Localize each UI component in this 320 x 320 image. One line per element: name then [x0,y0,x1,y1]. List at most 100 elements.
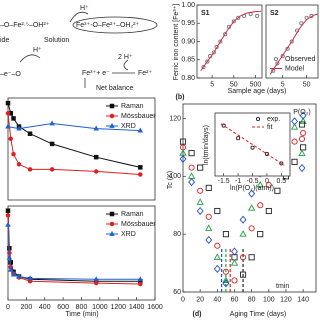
marker [222,268,229,275]
marker [264,151,269,156]
x-tick-label: 5 [281,81,285,88]
label: 2 H⁺ [118,54,133,61]
legend-label: Raman [121,211,144,218]
marker [16,273,22,279]
marker [222,279,230,288]
x-tick-label: 140 [297,296,309,303]
label: –e⁻–O [0,71,21,78]
legend-label: Mössbauer [121,221,156,228]
marker [93,169,99,174]
marker [93,280,99,286]
marker [240,254,247,261]
x-tick-label: 0.5 [276,178,286,185]
series-line [200,10,262,71]
marker [5,213,11,218]
marker [196,206,204,216]
marker [248,254,255,261]
x-axis-label: Time (min) [65,311,98,318]
marker [138,165,143,170]
marker [291,158,298,165]
marker [291,117,298,126]
marker [137,127,144,133]
marker [93,125,99,131]
marker [5,208,11,213]
legend-label: XRD [121,123,136,130]
x-axis-label: ln(P(O₂)(atm)) [230,185,274,192]
x-tick-label: 50 [303,81,311,88]
y-tick-label: 120 [169,115,181,122]
marker [205,59,210,64]
panel-title: S2 [270,10,279,17]
y-axis-label: ln(tmin/days) [203,125,210,165]
y-tick-label: 0.90 [181,38,195,45]
marker [213,253,221,260]
marker [138,172,143,177]
x-tick-label: 500 [250,81,262,88]
marker [138,281,143,287]
legend-marker [109,113,115,119]
plot-frame [7,205,156,301]
arrow [19,54,41,63]
legend-marker [298,149,306,157]
legend-marker [109,122,115,128]
marker [299,117,307,124]
marker [250,145,255,150]
panel-label: (b) [176,94,185,101]
marker [275,61,280,66]
marker [5,111,11,116]
panel-title: S1 [201,10,210,17]
marker [289,39,294,44]
marker [218,39,223,44]
marker [188,164,195,171]
marker [248,204,256,211]
x-tick-label: 20 [196,296,204,303]
marker [214,207,221,215]
arrow [112,59,135,74]
legend-label: Model [285,65,305,72]
marker [93,276,99,282]
y-axis-label: Tc (K) [167,171,174,189]
x-tick-label: 200 [21,304,33,311]
label: Solution [44,37,69,44]
arrow [69,11,89,23]
legend-label: fit [267,124,273,131]
x-tick-label: 80 [248,296,256,303]
x-tick-label: 1200 [110,304,126,311]
label: Fe³⁺-O–Fe²⁺–OH₂²⁺ [76,22,140,29]
label: –O–Fe²·⁵–OH²⁺ [0,22,50,29]
x-tick-label: 60 [231,296,239,303]
label: ide [0,37,9,44]
marker [197,164,204,171]
marker [274,187,281,194]
x-tick-label: 1600 [147,304,163,311]
marker [49,167,55,172]
marker [5,123,11,129]
marker [8,266,14,272]
x-tick-label: -0.5 [246,178,258,185]
label: H⁺ [80,5,89,12]
series-line [7,224,141,280]
series-line [220,123,285,166]
x-axis-label: Sample age (days) [228,88,287,95]
marker [231,277,238,284]
marker [222,276,230,283]
x-tick-label: 800 [76,304,88,311]
marker [10,271,17,277]
x-tick-label: 0 [181,296,185,303]
marker [214,242,221,249]
y-tick-label: 0.80 [181,75,195,82]
marker [248,189,256,198]
x-tick-label: 400 [39,304,51,311]
legend-marker [298,163,306,173]
series-line [7,113,141,175]
x-tick-label: -1.5 [218,178,230,185]
x-tick-label: 5 [210,81,214,88]
x-tick-label: 1000 [92,304,108,311]
marker [205,235,213,245]
marker [291,138,298,145]
marker [290,123,299,130]
marker [188,178,196,187]
legend-label: XRD [121,231,136,238]
y-tick-label: 100 [169,173,181,180]
